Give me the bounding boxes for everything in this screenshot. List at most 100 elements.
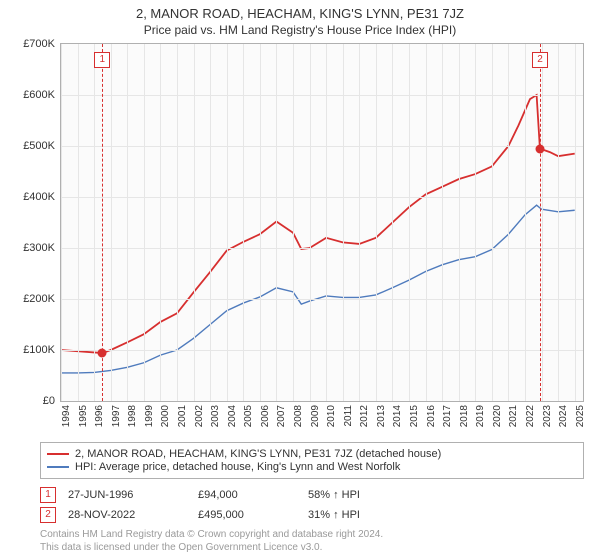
event-marker-line [102, 44, 103, 401]
marker-table-price: £94,000 [198, 489, 308, 501]
x-tick-label: 2000 [160, 405, 171, 427]
x-tick-label: 1996 [94, 405, 105, 427]
y-gridline [61, 299, 583, 300]
marker-table-box: 2 [40, 507, 56, 523]
event-marker-line [540, 44, 541, 401]
marker-table-price: £495,000 [198, 509, 308, 521]
y-gridline [61, 146, 583, 147]
x-gridline [127, 44, 128, 401]
footer: Contains HM Land Registry data © Crown c… [40, 529, 584, 554]
x-gridline [111, 44, 112, 401]
marker-table-delta: 31% ↑ HPI [308, 509, 428, 521]
x-gridline [359, 44, 360, 401]
marker-table-row: 1 27-JUN-1996£94,00058% ↑ HPI [40, 485, 584, 505]
x-tick-label: 2005 [243, 405, 254, 427]
legend-item: 2, MANOR ROAD, HEACHAM, KING'S LYNN, PE3… [47, 448, 577, 460]
y-tick-label: £600K [23, 89, 55, 101]
x-tick-label: 2001 [177, 405, 188, 427]
x-gridline [558, 44, 559, 401]
event-marker-dot [98, 349, 107, 358]
marker-table-delta: 58% ↑ HPI [308, 489, 428, 501]
legend-label: HPI: Average price, detached house, King… [75, 461, 400, 473]
marker-table-date: 28-NOV-2022 [68, 509, 198, 521]
footer-line-1: Contains HM Land Registry data © Crown c… [40, 529, 584, 542]
marker-table: 1 27-JUN-1996£94,00058% ↑ HPI 2 28-NOV-2022… [40, 485, 584, 525]
x-tick-label: 2024 [558, 405, 569, 427]
x-tick-label: 2006 [260, 405, 271, 427]
x-gridline [177, 44, 178, 401]
marker-table-box: 1 [40, 487, 56, 503]
x-gridline [492, 44, 493, 401]
y-tick-label: £500K [23, 140, 55, 152]
y-tick-label: £100K [23, 344, 55, 356]
x-tick-label: 1999 [144, 405, 155, 427]
x-tick-label: 2022 [525, 405, 536, 427]
x-tick-label: 2015 [409, 405, 420, 427]
x-tick-label: 2019 [475, 405, 486, 427]
footer-line-2: This data is licensed under the Open Gov… [40, 542, 584, 555]
x-tick-label: 2014 [392, 405, 403, 427]
x-gridline [542, 44, 543, 401]
x-gridline [194, 44, 195, 401]
x-gridline [310, 44, 311, 401]
x-tick-label: 2010 [326, 405, 337, 427]
x-gridline [260, 44, 261, 401]
chart-title: 2, MANOR ROAD, HEACHAM, KING'S LYNN, PE3… [4, 6, 596, 21]
y-tick-label: £0 [43, 395, 55, 407]
y-tick-label: £400K [23, 191, 55, 203]
x-tick-label: 2012 [359, 405, 370, 427]
x-gridline [409, 44, 410, 401]
marker-table-row: 2 28-NOV-2022£495,00031% ↑ HPI [40, 505, 584, 525]
y-gridline [61, 197, 583, 198]
x-tick-label: 2008 [293, 405, 304, 427]
x-tick-label: 2017 [442, 405, 453, 427]
x-tick-label: 2016 [426, 405, 437, 427]
event-marker-dot [536, 144, 545, 153]
x-tick-label: 2025 [575, 405, 586, 427]
x-gridline [459, 44, 460, 401]
y-tick-label: £300K [23, 242, 55, 254]
x-tick-label: 2023 [542, 405, 553, 427]
event-marker-box: 2 [532, 52, 548, 68]
x-tick-label: 2003 [210, 405, 221, 427]
x-tick-label: 2004 [227, 405, 238, 427]
event-marker-box: 1 [94, 52, 110, 68]
chart-subtitle: Price paid vs. HM Land Registry's House … [4, 23, 596, 37]
y-gridline [61, 95, 583, 96]
legend-swatch [47, 466, 69, 468]
legend-label: 2, MANOR ROAD, HEACHAM, KING'S LYNN, PE3… [75, 448, 441, 460]
x-gridline [426, 44, 427, 401]
legend-item: HPI: Average price, detached house, King… [47, 461, 577, 473]
x-tick-label: 2011 [343, 405, 354, 427]
marker-table-date: 27-JUN-1996 [68, 489, 198, 501]
x-gridline [343, 44, 344, 401]
plot-area: £0£100K£200K£300K£400K£500K£600K£700K199… [60, 43, 584, 402]
x-gridline [210, 44, 211, 401]
x-tick-label: 1995 [78, 405, 89, 427]
x-gridline [475, 44, 476, 401]
x-gridline [575, 44, 576, 401]
x-gridline [276, 44, 277, 401]
legend: 2, MANOR ROAD, HEACHAM, KING'S LYNN, PE3… [40, 442, 584, 479]
y-tick-label: £200K [23, 293, 55, 305]
x-gridline [442, 44, 443, 401]
x-tick-label: 2013 [376, 405, 387, 427]
x-gridline [78, 44, 79, 401]
x-gridline [94, 44, 95, 401]
x-tick-label: 2009 [310, 405, 321, 427]
y-gridline [61, 248, 583, 249]
y-gridline [61, 350, 583, 351]
x-tick-label: 1997 [111, 405, 122, 427]
x-tick-label: 1998 [127, 405, 138, 427]
x-gridline [508, 44, 509, 401]
x-gridline [160, 44, 161, 401]
x-gridline [227, 44, 228, 401]
y-tick-label: £700K [23, 38, 55, 50]
series-price_paid [61, 95, 575, 353]
series-hpi [61, 205, 575, 373]
x-tick-label: 1994 [61, 405, 72, 427]
x-gridline [144, 44, 145, 401]
x-gridline [243, 44, 244, 401]
chart-lines [61, 44, 583, 401]
x-tick-label: 2021 [508, 405, 519, 427]
